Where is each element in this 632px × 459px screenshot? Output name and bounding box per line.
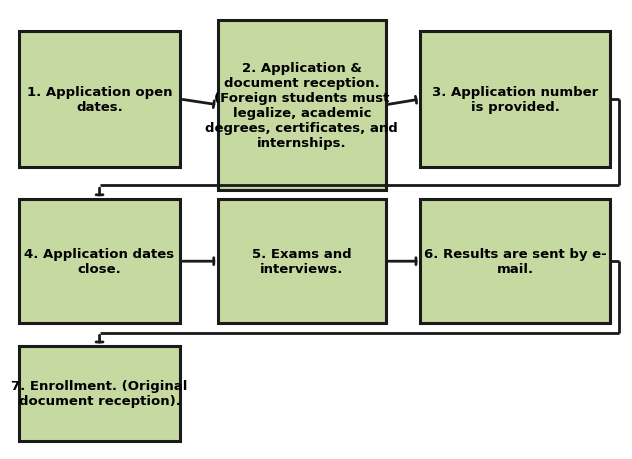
Text: 5. Exams and
interviews.: 5. Exams and interviews. [252,248,351,275]
Text: 2. Application &
document reception.
(Foreign students must
legalize, academic
d: 2. Application & document reception. (Fo… [205,62,398,150]
Text: 6. Results are sent by e-
mail.: 6. Results are sent by e- mail. [423,248,607,275]
FancyBboxPatch shape [420,32,610,168]
Text: 1. Application open
dates.: 1. Application open dates. [27,86,173,114]
FancyBboxPatch shape [19,32,180,168]
Text: 7. Enrollment. (Original
document reception).: 7. Enrollment. (Original document recept… [11,380,188,408]
FancyBboxPatch shape [19,347,180,441]
Text: 3. Application number
is provided.: 3. Application number is provided. [432,86,599,114]
FancyBboxPatch shape [420,200,610,324]
FancyBboxPatch shape [19,200,180,324]
Text: 4. Application dates
close.: 4. Application dates close. [25,248,174,275]
FancyBboxPatch shape [218,200,386,324]
FancyBboxPatch shape [218,21,386,190]
